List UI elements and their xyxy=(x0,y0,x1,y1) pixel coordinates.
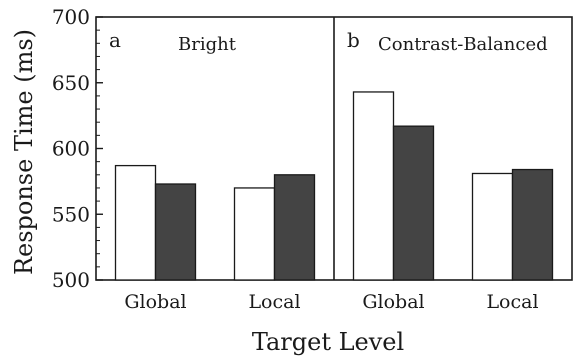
y-axis-title: Response Time (ms) xyxy=(10,29,38,275)
bar xyxy=(352,91,395,281)
x-category-label: Local xyxy=(248,291,300,313)
bar xyxy=(511,168,554,281)
panel-letter: a xyxy=(109,28,121,52)
y-tick-label: 500 xyxy=(52,268,90,292)
y-tick-label: 700 xyxy=(52,5,90,29)
y-tick-label: 600 xyxy=(52,137,90,161)
x-axis-title: Target Level xyxy=(252,328,404,356)
y-tick-label: 550 xyxy=(52,202,90,226)
x-category-label: Global xyxy=(124,291,186,313)
bar xyxy=(471,172,514,281)
plot-area: 500 550 600 650 700 a Bright Global Local b Contra… xyxy=(52,5,573,313)
bar xyxy=(154,183,197,281)
panel-letter: b xyxy=(347,28,360,52)
x-category-label: Global xyxy=(362,291,424,313)
y-tick-label: 650 xyxy=(52,71,90,95)
bar xyxy=(273,174,316,281)
bar xyxy=(114,164,157,281)
x-category-label: Local xyxy=(486,291,538,313)
panel-title: Contrast-Balanced xyxy=(378,34,548,55)
bar xyxy=(233,187,276,281)
panel-title: Bright xyxy=(178,34,237,55)
bar xyxy=(392,125,435,281)
